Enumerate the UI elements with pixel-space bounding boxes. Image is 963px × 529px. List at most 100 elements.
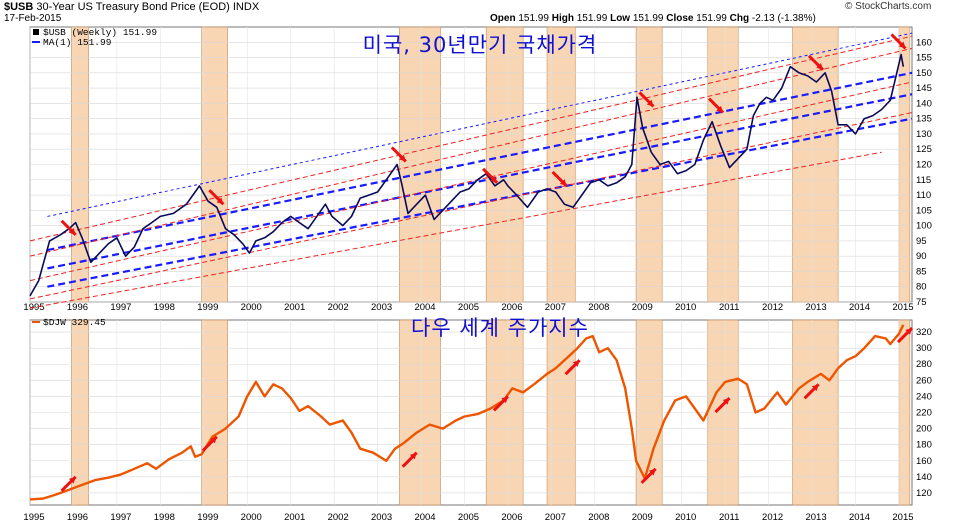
y-tick-label: 145	[916, 83, 932, 94]
x-tick-label: 1998	[154, 302, 175, 313]
x-tick-label: 2008	[588, 512, 609, 523]
annotation-title: 미국, 30년만기 국채가격	[363, 33, 598, 57]
x-tick-label: 1999	[197, 302, 218, 313]
x-tick-label: 1997	[110, 302, 131, 313]
x-tick-label: 1995	[23, 512, 44, 523]
legend-label: $DJW 329.45	[43, 317, 106, 328]
x-tick-label: 2015	[892, 512, 913, 523]
x-tick-label: 1996	[67, 512, 88, 523]
chg-label: Chg	[729, 13, 750, 24]
trend-arrow-head	[559, 179, 567, 186]
x-tick-label: 2010	[675, 512, 696, 523]
y-tick-label: 125	[916, 144, 932, 155]
trend-arrow-head	[816, 63, 823, 70]
x-tick-label: 2007	[545, 302, 566, 313]
red-channel-line	[29, 112, 913, 300]
red-channel-line	[29, 47, 913, 257]
legend-label: $USB (Weekly) 151.99	[43, 27, 157, 38]
y-tick-label: 120	[916, 488, 932, 499]
trend-arrow-head	[716, 105, 723, 113]
trend-arrow-head	[722, 398, 730, 405]
red-channel-line	[29, 151, 882, 309]
y-tick-label: 220	[916, 408, 932, 419]
y-tick-label: 180	[916, 440, 932, 451]
trend-arrow-head	[898, 41, 906, 49]
y-tick-label: 100	[916, 221, 932, 232]
y-tick-label: 90	[916, 251, 927, 262]
trend-arrow-head	[648, 468, 656, 476]
legend-swatch	[33, 29, 39, 35]
x-tick-label: 2012	[762, 302, 783, 313]
y-tick-label: 150	[916, 68, 932, 79]
chart-date: 17-Feb-2015	[4, 13, 62, 24]
y-tick-label: 260	[916, 375, 932, 386]
y-tick-label: 115	[916, 175, 931, 186]
x-tick-label: 2013	[805, 512, 826, 523]
x-tick-label: 1997	[110, 512, 131, 523]
x-tick-label: 2011	[719, 302, 739, 313]
close-label: Close	[666, 13, 694, 24]
y-tick-label: 135	[916, 114, 932, 125]
trend-arrow-head	[646, 99, 654, 107]
chart-panel-2: 120 140 160 180 200 220 240 260 280 300 320 1995 199…	[23, 316, 931, 523]
red-channel-line	[29, 81, 913, 282]
trend-arrow-head	[68, 228, 76, 235]
symbol: $USB	[4, 1, 34, 13]
x-tick-label: 2009	[632, 302, 653, 313]
trend-arrow-head	[210, 436, 217, 444]
description: 30-Year US Treasury Bond Price (EOD)	[36, 1, 230, 13]
x-tick-label: 1998	[154, 512, 175, 523]
x-tick-label: 2010	[675, 302, 696, 313]
x-tick-label: 2004	[414, 512, 435, 523]
y-tick-label: 85	[916, 266, 927, 277]
y-tick-label: 75	[916, 297, 927, 308]
y-tick-label: 300	[916, 343, 932, 354]
y-tick-label: 105	[916, 205, 932, 216]
low-value: 151.99	[632, 13, 664, 24]
series-line	[29, 53, 905, 297]
x-tick-label: 2002	[328, 512, 349, 523]
y-tick-label: 200	[916, 424, 932, 435]
high-value: 151.99	[576, 13, 608, 24]
x-tick-label: 2007	[545, 512, 566, 523]
x-tick-label: 2013	[805, 302, 826, 313]
trend-arrow-head	[905, 328, 912, 335]
y-tick-label: 80	[916, 282, 927, 293]
close-value: 151.99	[696, 13, 727, 24]
x-tick-label: 2000	[241, 512, 262, 523]
y-tick-label: 120	[916, 160, 932, 171]
x-tick-label: 2011	[719, 512, 739, 523]
low-label: Low	[610, 13, 631, 24]
x-tick-label: 2014	[849, 512, 870, 523]
y-tick-label: 140	[916, 98, 932, 109]
legend-label: MA(1) 151.99	[43, 37, 112, 48]
y-tick-label: 155	[916, 53, 932, 64]
trend-arrow-head	[399, 154, 406, 162]
x-tick-label: 2006	[501, 512, 522, 523]
x-tick-label: 2001	[284, 302, 305, 313]
x-tick-label: 2003	[371, 302, 392, 313]
y-tick-label: 110	[916, 190, 931, 201]
blue-channel-line	[47, 71, 913, 252]
y-tick-label: 280	[916, 359, 932, 370]
chg-value: -2.13 (-1.38%)	[751, 13, 816, 24]
x-tick-label: 2012	[762, 512, 783, 523]
trend-arrow-head	[572, 360, 580, 367]
x-tick-label: 1999	[197, 512, 218, 523]
x-tick-label: 2003	[371, 512, 392, 523]
x-tick-label: 2015	[892, 302, 913, 313]
y-tick-label: 95	[916, 236, 927, 247]
y-tick-label: 160	[916, 456, 932, 467]
stockcharts-logo: © StockCharts.com	[845, 1, 932, 12]
x-tick-label: 2008	[588, 302, 609, 313]
open-value: 151.99	[518, 13, 549, 24]
trend-arrow-head	[409, 452, 417, 460]
x-tick-label: 2006	[501, 302, 522, 313]
trend-arrow-head	[501, 396, 508, 404]
trend-arrow-head	[490, 176, 498, 183]
x-tick-label: 2005	[458, 302, 479, 313]
high-label: High	[551, 13, 574, 24]
x-tick-label: 2002	[328, 302, 349, 313]
x-tick-label: 1996	[67, 302, 88, 313]
